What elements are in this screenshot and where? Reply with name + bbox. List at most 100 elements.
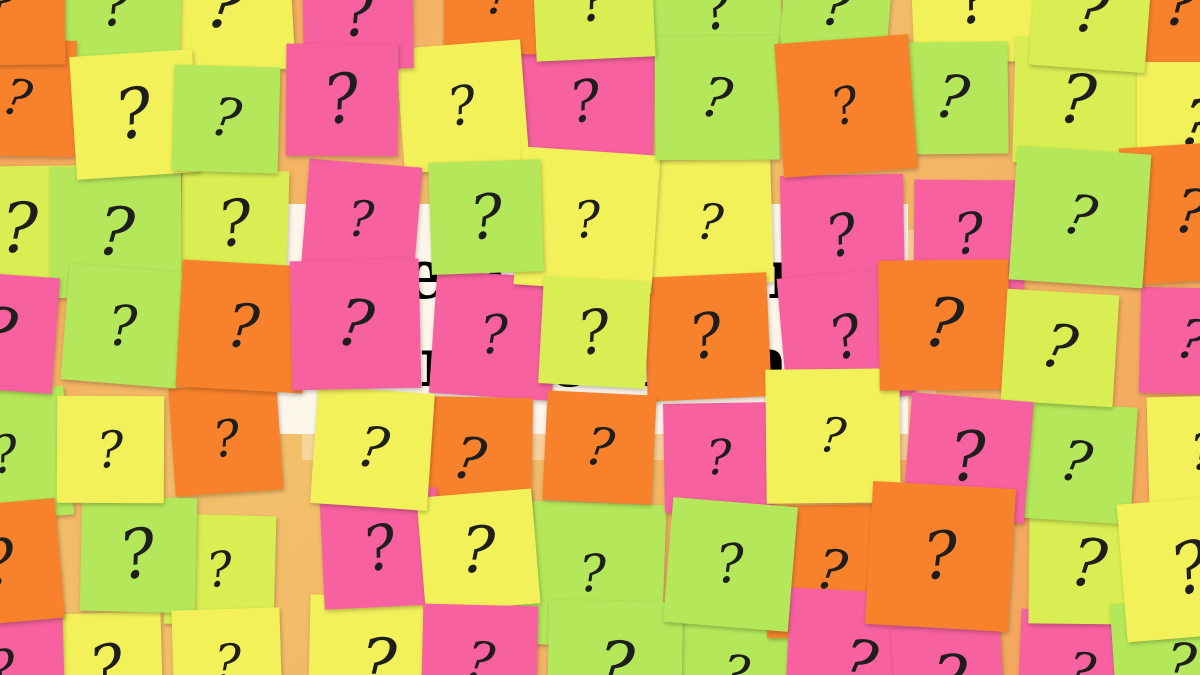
question-mark-icon: ? xyxy=(950,201,988,269)
sticky-note: ? xyxy=(289,259,422,392)
question-mark-icon: ? xyxy=(0,523,24,602)
question-mark-icon: ? xyxy=(1161,631,1199,675)
sticky-note: ? xyxy=(420,603,539,675)
sticky-note: ? xyxy=(416,488,542,613)
question-mark-icon: ? xyxy=(202,0,251,48)
question-mark-icon: ? xyxy=(834,623,884,675)
sticky-note: ? xyxy=(170,607,282,675)
sticky-note: ? xyxy=(641,272,771,402)
question-mark-icon: ? xyxy=(581,415,618,480)
question-mark-icon: ? xyxy=(574,0,615,35)
sticky-note: ? xyxy=(1000,288,1120,407)
question-mark-icon: ? xyxy=(479,304,510,367)
question-mark-icon: ? xyxy=(114,512,162,596)
sticky-note: ? xyxy=(0,0,66,66)
question-mark-icon: ? xyxy=(704,429,732,487)
question-mark-icon: ? xyxy=(821,300,872,375)
question-mark-icon: ? xyxy=(0,188,39,269)
question-mark-icon: ? xyxy=(1162,0,1200,41)
question-mark-icon: ? xyxy=(565,67,605,137)
sticky-note: ? xyxy=(171,64,281,174)
sticky-note: ? xyxy=(428,158,545,275)
sticky-note: ? xyxy=(1146,394,1200,510)
question-mark-icon: ? xyxy=(1035,309,1085,387)
question-mark-icon: ? xyxy=(920,518,960,596)
question-mark-icon: ? xyxy=(337,0,379,52)
sticky-note: ? xyxy=(1028,0,1153,73)
question-mark-icon: ? xyxy=(110,72,160,157)
question-mark-icon: ? xyxy=(820,201,864,272)
question-mark-icon: ? xyxy=(816,406,849,466)
question-mark-icon: ? xyxy=(684,299,729,375)
question-mark-icon: ? xyxy=(356,509,404,586)
question-mark-icon: ? xyxy=(207,86,246,152)
question-mark-icon: ? xyxy=(714,533,747,597)
question-mark-icon: ? xyxy=(448,422,492,495)
sticky-note: ? xyxy=(285,43,398,157)
question-mark-icon: ? xyxy=(482,0,517,29)
question-mark-icon: ? xyxy=(692,0,740,45)
question-mark-icon: ? xyxy=(95,420,126,480)
sticky-note: ? xyxy=(646,158,775,287)
sticky-note: ? xyxy=(395,38,530,173)
question-mark-icon: ? xyxy=(1066,523,1111,605)
question-mark-icon: ? xyxy=(573,296,615,370)
question-mark-icon: ? xyxy=(694,192,726,252)
question-mark-icon: ? xyxy=(0,66,38,129)
sticky-note: ? xyxy=(547,600,683,675)
question-mark-icon: ? xyxy=(571,190,603,251)
sticky-note: ? xyxy=(864,481,1016,633)
question-mark-icon: ? xyxy=(332,285,379,365)
question-mark-icon: ? xyxy=(0,424,23,487)
question-mark-icon: ? xyxy=(0,292,22,372)
sticky-note: ? xyxy=(878,259,1010,391)
sticky-note: ? xyxy=(1116,493,1200,643)
sticky-note: ? xyxy=(1138,286,1200,396)
question-mark-icon: ? xyxy=(825,74,866,137)
question-mark-icon: ? xyxy=(0,638,21,675)
question-mark-icon: ? xyxy=(223,290,262,363)
sticky-note: ? xyxy=(662,402,774,514)
question-mark-icon: ? xyxy=(1171,306,1200,375)
question-mark-icon: ? xyxy=(1062,641,1101,675)
question-mark-icon: ? xyxy=(949,0,998,41)
sticky-note: ? xyxy=(774,33,918,178)
sticky-note: ? xyxy=(531,0,657,62)
sticky-note: ? xyxy=(168,381,284,498)
question-mark-icon: ? xyxy=(209,409,243,470)
sticky-note: ? xyxy=(56,395,165,504)
sticky-note: ? xyxy=(60,263,186,389)
question-mark-icon: ? xyxy=(204,540,237,600)
question-mark-icon: ? xyxy=(83,629,130,675)
question-mark-icon: ? xyxy=(317,58,365,141)
question-mark-icon: ? xyxy=(108,293,139,359)
sticky-note: ? xyxy=(49,611,164,675)
question-mark-icon: ? xyxy=(352,413,394,483)
question-mark-icon: ? xyxy=(1054,59,1099,142)
question-mark-icon: ? xyxy=(212,633,241,675)
sticky-note: ? xyxy=(310,386,436,512)
sticky-note: ? xyxy=(662,497,798,633)
sticky-note: ? xyxy=(653,35,780,161)
question-mark-icon: ? xyxy=(213,185,256,263)
question-mark-icon: ? xyxy=(930,61,974,136)
question-mark-icon: ? xyxy=(919,282,969,367)
question-mark-icon: ? xyxy=(948,417,988,498)
sticky-note: ? xyxy=(542,390,658,505)
question-mark-icon: ? xyxy=(577,544,607,604)
question-mark-icon: ? xyxy=(461,630,498,675)
question-mark-icon: ? xyxy=(929,641,969,675)
question-mark-icon: ? xyxy=(466,180,506,254)
question-mark-icon: ? xyxy=(347,190,376,249)
question-mark-icon: ? xyxy=(818,0,855,41)
question-mark-icon: ? xyxy=(1162,523,1200,613)
question-mark-icon: ? xyxy=(696,63,737,132)
sticky-note: ? xyxy=(1008,145,1152,289)
question-mark-icon: ? xyxy=(443,73,482,139)
sticky-note: ? xyxy=(0,497,66,629)
question-mark-icon: ? xyxy=(0,0,20,33)
sticky-note: ? xyxy=(0,270,61,395)
question-mark-icon: ? xyxy=(358,624,398,675)
